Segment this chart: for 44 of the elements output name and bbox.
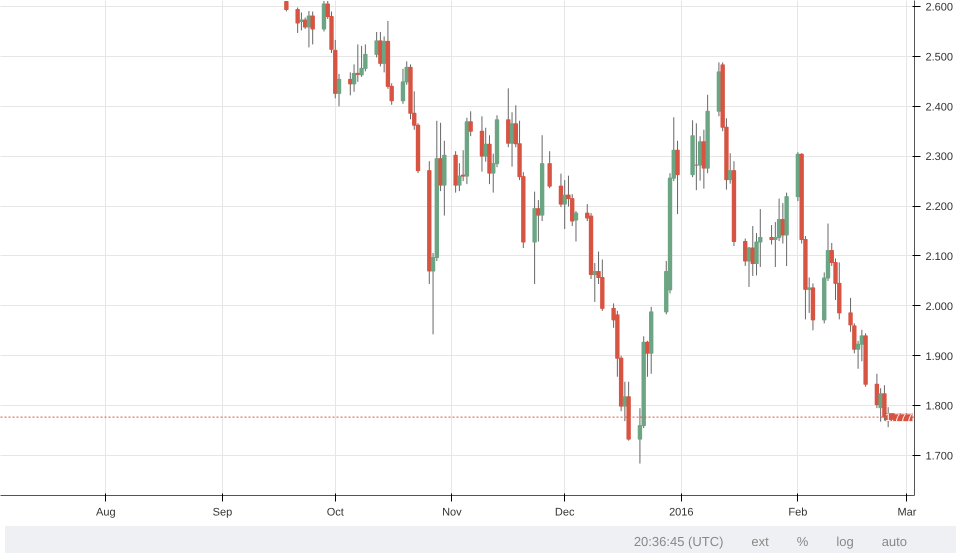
candlestick	[348, 72, 352, 96]
candlestick	[536, 200, 541, 242]
x-tick-label: Nov	[442, 506, 462, 518]
y-tick-label: 2.200	[926, 201, 954, 214]
y-tick-label: 1.700	[926, 450, 954, 463]
candlestick	[769, 224, 774, 246]
candlestick	[306, 10, 312, 48]
candlestick	[310, 10, 315, 45]
candlestick	[547, 150, 552, 189]
x-tick-label: 2016	[669, 506, 694, 518]
candlestick	[780, 202, 786, 244]
text: ext	[751, 532, 769, 551]
candlestick	[336, 73, 342, 107]
x-tick-label: Dec	[554, 506, 575, 518]
candlestick	[622, 381, 628, 422]
candlestick	[728, 152, 732, 184]
y-tick-label: 2.500	[926, 51, 954, 64]
text: log	[836, 532, 854, 551]
candlestick	[284, 0, 289, 12]
text: 20:36:45 (UTC)	[634, 532, 724, 551]
ref-line-label: 1.777	[884, 412, 913, 424]
candlestick	[468, 110, 473, 137]
candlestick	[592, 262, 597, 302]
candlestick	[295, 6, 300, 34]
candlestick	[562, 180, 567, 230]
x-tick-label: Oct	[326, 506, 344, 518]
candlestick	[299, 12, 304, 31]
y-tick-label: 1.900	[926, 350, 954, 363]
x-tick-label: Sep	[212, 506, 232, 518]
y-tick-label: 2.300	[926, 151, 954, 164]
text: auto	[882, 532, 907, 551]
y-tick-label: 2.600	[926, 1, 954, 14]
text: %	[796, 532, 808, 551]
candlestick	[484, 127, 488, 162]
x-tick-label: Aug	[96, 506, 116, 518]
y-tick-label: 1.800	[926, 400, 954, 413]
x-tick-label: Feb	[788, 506, 808, 518]
y-tick-label: 2.100	[926, 250, 954, 263]
y-tick-label: 2.000	[926, 300, 954, 313]
candlestick	[806, 276, 812, 314]
candlestick	[574, 210, 578, 242]
x-tick-label: Mar	[898, 506, 917, 518]
candlestick	[356, 44, 360, 82]
y-tick-label: 2.400	[926, 101, 954, 114]
